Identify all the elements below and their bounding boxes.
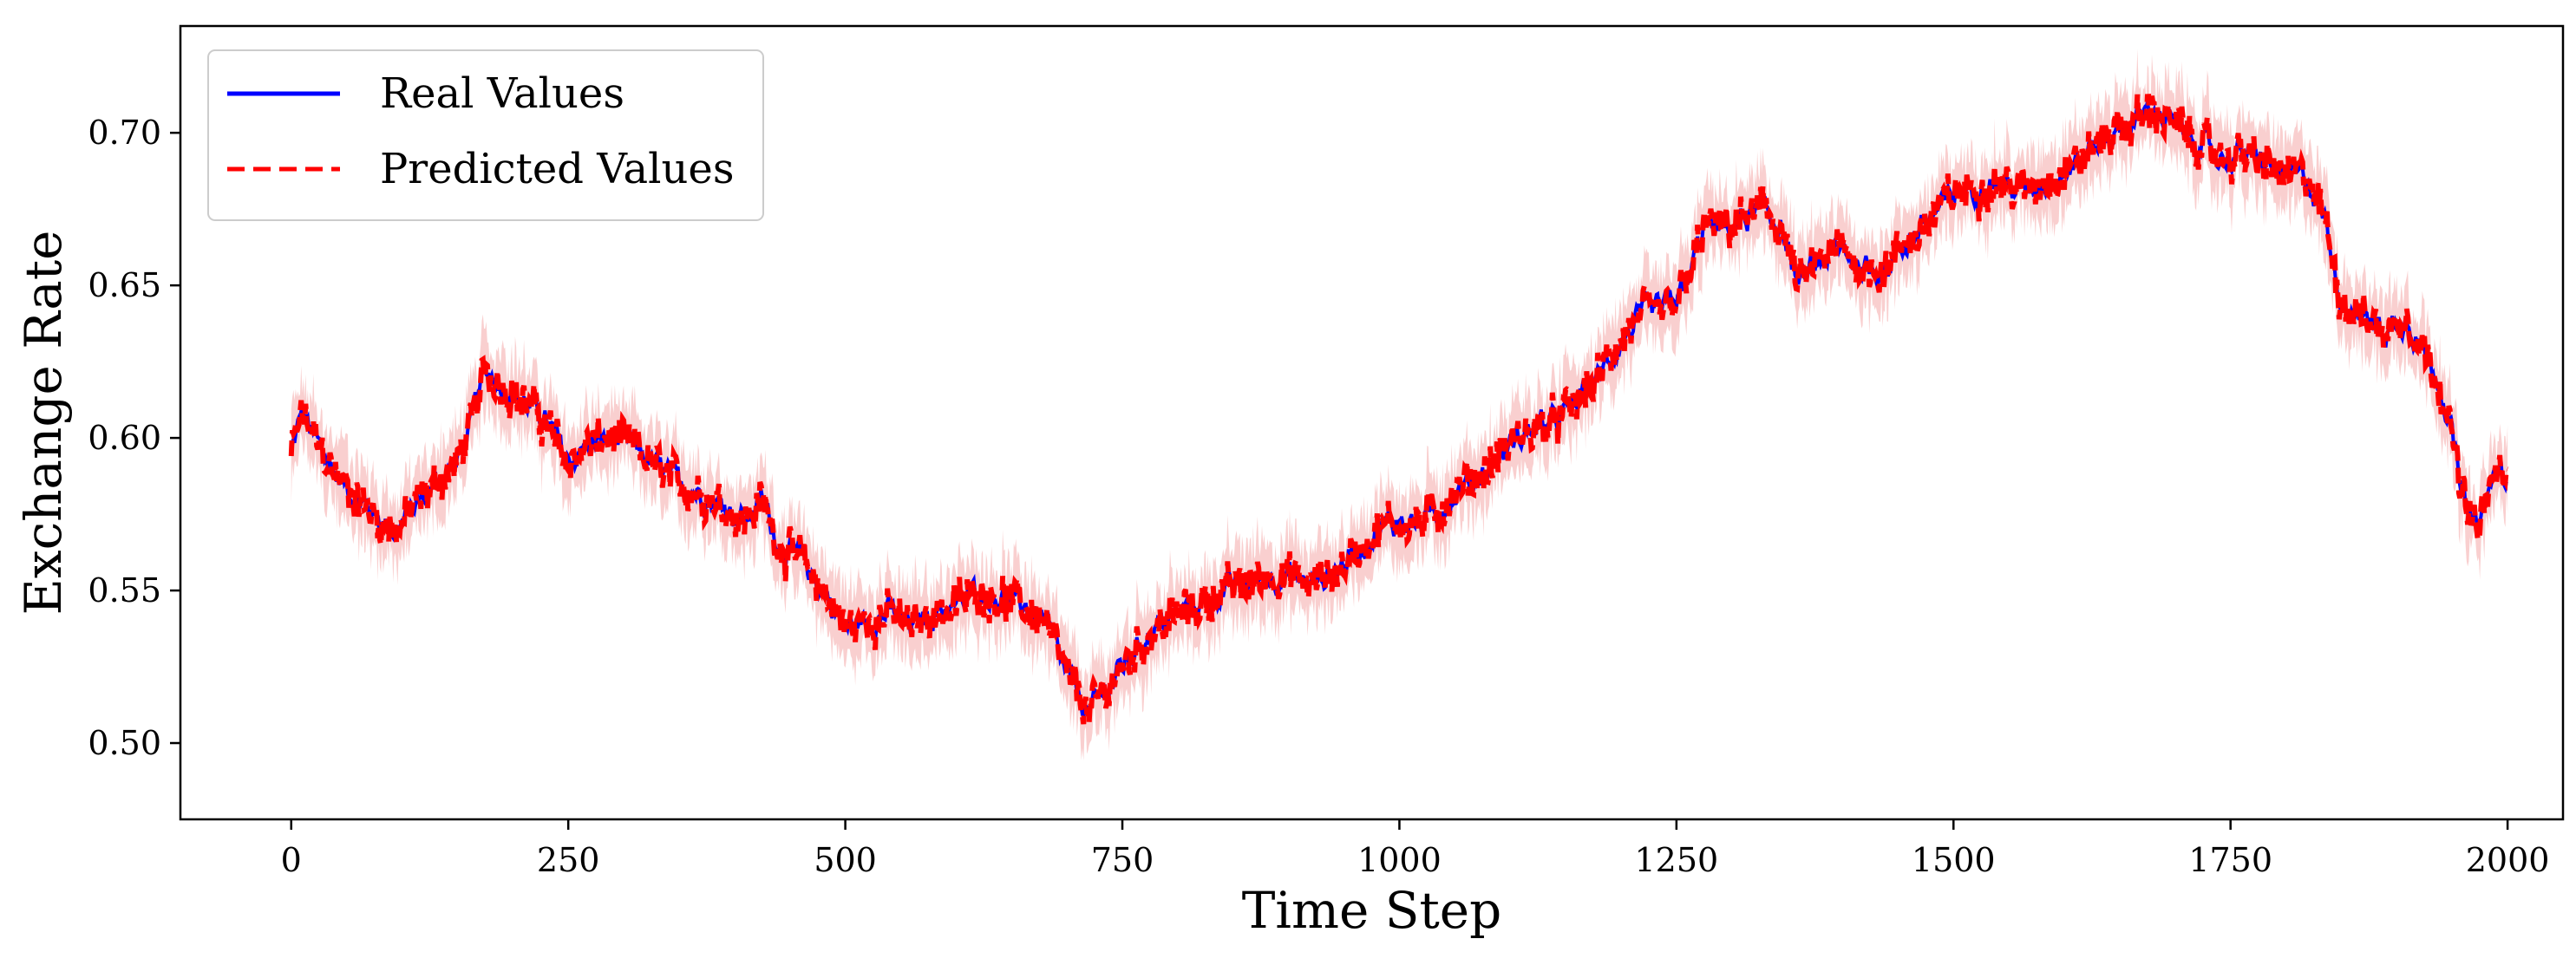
uncertainty-band — [291, 49, 2508, 760]
x-tick-label: 1250 — [1635, 841, 1719, 879]
y-ticks: 0.50 0.55 0.60 0.65 0.70 — [88, 114, 180, 762]
x-tick-label: 250 — [537, 841, 600, 879]
x-tick-label: 1750 — [2188, 841, 2272, 879]
series-layer — [288, 94, 2509, 725]
y-axis-title: Exchange Rate — [14, 231, 73, 616]
legend-label-predicted-values: Predicted Values — [380, 145, 734, 193]
x-tick-label: 1500 — [1912, 841, 1996, 879]
x-tick-label: 500 — [814, 841, 877, 879]
axes-layer — [179, 24, 2565, 821]
y-tick-label: 0.50 — [88, 724, 161, 762]
uncertainty-band-layer — [291, 49, 2508, 760]
plot-frame — [179, 24, 2565, 821]
x-tick-label: 0 — [281, 841, 302, 879]
series-line-predicted-values — [288, 94, 2509, 725]
y-tick-label: 0.70 — [88, 114, 161, 152]
x-axis-title: Time Step — [1242, 881, 1502, 940]
x-ticks: 0 250 500 750 1000 1250 1500 1750 2000 — [281, 819, 2550, 879]
legend-box — [207, 49, 764, 221]
x-tick-label: 2000 — [2466, 841, 2550, 879]
y-tick-label: 0.55 — [88, 571, 161, 610]
legend: Real Values Predicted Values — [207, 49, 764, 221]
y-tick-label: 0.60 — [88, 419, 161, 457]
y-tick-label: 0.65 — [88, 266, 161, 304]
x-tick-label: 1000 — [1357, 841, 1442, 879]
x-tick-label: 750 — [1091, 841, 1154, 879]
legend-label-real-values: Real Values — [380, 69, 624, 118]
